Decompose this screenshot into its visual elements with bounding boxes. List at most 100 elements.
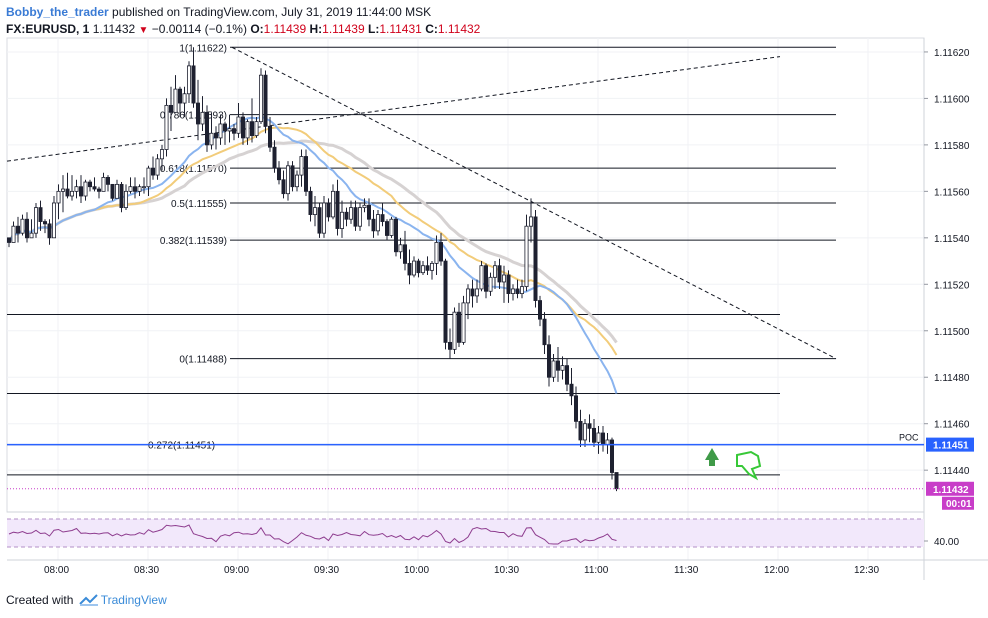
candle-body <box>231 128 236 134</box>
fib-level-label: 0.618(1.11570) <box>160 164 227 175</box>
candle-body <box>110 183 115 199</box>
candle-body <box>362 204 367 209</box>
candle-body <box>43 221 48 225</box>
candle-body <box>565 365 570 385</box>
candle-body <box>56 190 61 204</box>
candle-body <box>380 214 385 222</box>
last-price-badge <box>926 481 974 496</box>
candle-body <box>384 221 389 236</box>
candle-body <box>344 211 349 220</box>
candle-body <box>303 156 308 192</box>
candle-body <box>375 214 380 232</box>
candle-body <box>209 132 214 146</box>
countdown-badge <box>942 496 974 510</box>
created-with-label: Created with <box>6 593 74 607</box>
candle-body <box>479 265 484 290</box>
candle-body <box>312 207 317 215</box>
candle-body <box>47 223 52 239</box>
candle-body <box>132 186 137 192</box>
footer: Created with TradingView <box>6 593 167 608</box>
time-axis-label: 10:30 <box>494 565 519 576</box>
candle-body <box>150 167 155 176</box>
price-axis-label: 1.11540 <box>934 234 970 245</box>
candle-body <box>168 104 173 113</box>
fib-level-label: 0.786(1.11593) <box>160 111 227 122</box>
candle-body <box>393 218 398 253</box>
candle-body <box>452 311 457 350</box>
candle-body <box>11 225 16 243</box>
time-axis-label: 09:00 <box>224 565 249 576</box>
candle-body <box>506 274 511 294</box>
author-name[interactable]: Bobby_the_trader <box>6 5 109 19</box>
candle-body <box>164 104 169 150</box>
time-axis-label: 11:00 <box>584 565 609 576</box>
candle-body <box>236 116 241 134</box>
candle-body <box>204 111 209 146</box>
time-axis-label: 08:30 <box>134 565 159 576</box>
tradingview-brand[interactable]: TradingView <box>100 593 167 607</box>
candle-body <box>470 288 475 297</box>
time-axis-label: 12:00 <box>764 565 789 576</box>
candle-body <box>258 74 263 123</box>
candle-body <box>321 202 326 234</box>
candle-body <box>254 121 259 136</box>
candle-body <box>488 276 493 292</box>
candle-body <box>610 439 615 473</box>
down-arrow-icon: ▼ <box>138 25 149 36</box>
candle-body <box>88 181 93 188</box>
candle-body <box>501 274 506 283</box>
candle-body <box>240 116 245 139</box>
candle-body <box>115 183 120 199</box>
candle-body <box>398 244 403 253</box>
candle-body <box>330 190 335 218</box>
candle-body <box>285 165 290 195</box>
candle-body <box>195 102 200 125</box>
candle-body <box>65 188 70 197</box>
candle-body <box>137 186 142 192</box>
candle-body <box>124 190 129 209</box>
candle-body <box>159 149 164 160</box>
rsi-line <box>8 524 617 545</box>
candle-body <box>474 288 479 297</box>
candle-body <box>592 427 597 443</box>
price-axis-label: 1.11600 <box>934 94 970 105</box>
ohlc-legend: FX:EURUSD, 1 1.11432 ▼ −0.00114 (−0.1%) … <box>6 22 480 36</box>
candle-body <box>29 232 34 239</box>
candle-body <box>24 218 29 239</box>
candle-body <box>141 186 146 189</box>
close-value: 1.11432 <box>437 22 481 36</box>
rsi-band <box>7 519 924 547</box>
candle-body <box>182 93 187 104</box>
countdown-badge-text: 00:01 <box>946 499 972 510</box>
low-label: L: <box>368 22 380 36</box>
candle-body <box>366 204 371 220</box>
candle-body <box>74 186 79 192</box>
candle-body <box>483 265 488 292</box>
candle-body <box>587 423 592 429</box>
price-axis-label: 1.11520 <box>934 280 970 291</box>
candle-body <box>492 265 497 278</box>
candle-body <box>7 237 12 243</box>
candle-body <box>596 432 601 443</box>
poc-price-badge-text: 1.11451 <box>933 441 969 452</box>
candle-body <box>52 202 57 239</box>
candle-body <box>38 207 43 222</box>
candle-body <box>348 207 353 220</box>
candle-body <box>128 186 133 192</box>
candle-body <box>510 288 515 294</box>
candle-body <box>556 360 561 371</box>
candle-body <box>308 190 313 215</box>
candle-body <box>281 179 286 195</box>
candle-body <box>276 167 281 181</box>
candle-body <box>465 288 470 304</box>
chart-header-line1: Bobby_the_trader published on TradingVie… <box>6 5 431 19</box>
candle-body <box>15 225 20 234</box>
high-value: 1.11439 <box>322 22 365 36</box>
price-axis-label: 1.11500 <box>934 327 970 338</box>
poc-price-badge <box>926 437 974 452</box>
fib-level-label: 0(1.11488) <box>179 355 227 366</box>
candle-body <box>389 218 394 236</box>
falling-trendline <box>231 46 837 360</box>
candle-body <box>267 125 272 148</box>
candlestick-chart[interactable]: 1.11620 1.11600 1.11580 1.11560 1.11540 1.115… <box>0 0 988 590</box>
